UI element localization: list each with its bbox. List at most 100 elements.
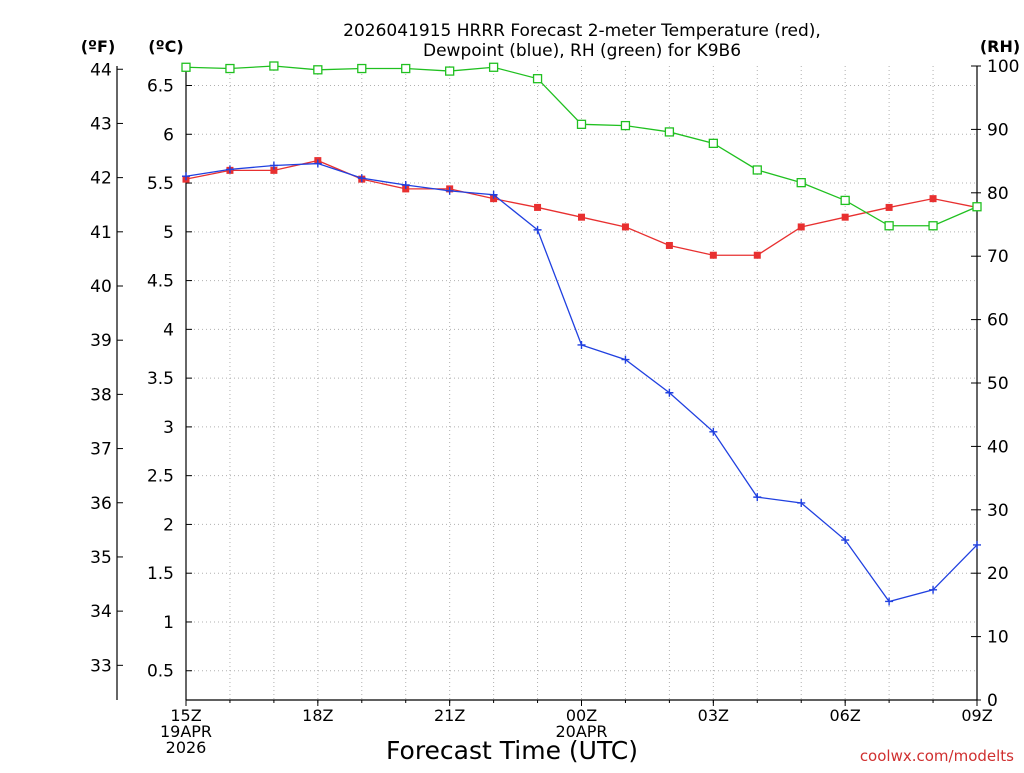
dewpoint-point <box>401 180 410 189</box>
temperature-point <box>753 251 761 259</box>
rh-tick-label: 40 <box>987 437 1009 457</box>
rh-tick-label: 100 <box>987 57 1019 77</box>
celsius-tick-label: 0.5 <box>147 662 174 682</box>
celsius-tick-label: 6 <box>163 125 174 145</box>
dewpoint-point <box>269 161 278 170</box>
rh-series <box>181 61 982 231</box>
fahrenheit-tick-label: 36 <box>90 494 112 514</box>
rh-tick-label: 50 <box>987 374 1009 394</box>
dewpoint-point <box>577 340 586 349</box>
celsius-tick-label: 1 <box>163 613 174 633</box>
temperature-point <box>929 195 937 203</box>
x-tick-label: 09Z <box>961 706 992 725</box>
temperature-point <box>621 223 629 231</box>
dewpoint-point <box>797 498 806 507</box>
rh-point <box>620 120 631 131</box>
rh-point <box>928 221 938 231</box>
celsius-tick-label: 4 <box>163 320 174 340</box>
fahrenheit-tick-label: 44 <box>90 60 112 80</box>
temperature-point <box>841 213 849 221</box>
dewpoint-point <box>621 355 630 364</box>
dewpoint-point <box>885 597 894 606</box>
fahrenheit-unit-label: (ºF) <box>81 37 116 56</box>
x-axis-title: Forecast Time (UTC) <box>386 736 638 765</box>
celsius-tick-label: 3 <box>163 418 174 438</box>
fahrenheit-tick-label: 37 <box>90 440 112 460</box>
x-tick-label: 06Z <box>830 706 861 725</box>
chart-title-line-1: 2026041915 HRRR Forecast 2-meter Tempera… <box>343 21 821 41</box>
rh-point <box>269 61 279 71</box>
temperature-point <box>270 166 278 174</box>
dewpoint-point <box>665 388 674 397</box>
temperature-point <box>665 241 673 249</box>
dewpoint-point <box>182 172 190 181</box>
rh-point <box>401 63 411 74</box>
rh-point <box>972 202 982 212</box>
celsius-tick-label: 2.5 <box>147 467 174 487</box>
temperature-point <box>534 203 542 211</box>
fahrenheit-tick-label: 40 <box>90 277 112 297</box>
rh-point <box>225 63 235 74</box>
dewpoint-point <box>973 540 981 549</box>
rh-tick-label: 80 <box>987 184 1009 204</box>
dewpoint-point <box>709 427 718 436</box>
dewpoint-point <box>533 225 542 234</box>
celsius-tick-label: 4.5 <box>147 272 174 292</box>
rh-line <box>185 65 978 227</box>
fahrenheit-tick-label: 33 <box>90 656 112 676</box>
rh-point <box>488 62 499 72</box>
dewpoint-point <box>929 585 938 594</box>
x-tick-date-label: 20APR <box>555 722 607 741</box>
rh-point <box>840 195 850 206</box>
dewpoint-point <box>445 186 454 195</box>
dewpoint-point <box>753 493 762 502</box>
x-tick-label: 21Z <box>434 706 465 725</box>
credit-link[interactable]: coolwx.com/modelts <box>860 747 1014 765</box>
celsius-tick-label: 6.5 <box>147 77 174 97</box>
dewpoint-point <box>489 190 498 199</box>
rh-point <box>532 74 543 84</box>
dewpoint-point <box>357 174 366 183</box>
rh-point <box>752 165 762 175</box>
dewpoint-point <box>841 536 850 545</box>
fahrenheit-tick-label: 34 <box>90 602 112 622</box>
fahrenheit-tick-label: 41 <box>90 223 112 243</box>
rh-tick-label: 70 <box>987 247 1009 267</box>
rh-tick-label: 0 <box>987 691 998 711</box>
fahrenheit-tick-label: 43 <box>90 114 112 134</box>
rh-unit-label: (RH) <box>980 37 1020 56</box>
temperature-series <box>182 157 981 259</box>
dewpoint-series <box>182 159 981 606</box>
fahrenheit-tick-label: 39 <box>90 331 112 351</box>
rh-point <box>445 66 455 76</box>
celsius-tick-label: 3.5 <box>147 369 174 389</box>
rh-point <box>181 62 191 72</box>
temperature-point <box>709 251 717 259</box>
rh-tick-label: 20 <box>987 564 1009 584</box>
x-tick-label: 03Z <box>698 706 729 725</box>
x-tick-label: 00Z <box>566 706 597 725</box>
celsius-unit-label: (ºC) <box>148 37 183 56</box>
rh-tick-label: 90 <box>987 120 1009 140</box>
rh-point <box>313 65 323 75</box>
rh-tick-label: 10 <box>987 628 1009 648</box>
rh-point <box>576 119 587 129</box>
temperature-point <box>578 213 585 221</box>
x-tick-label: 18Z <box>302 706 333 725</box>
rh-tick-label: 60 <box>987 311 1009 331</box>
rh-point <box>664 127 675 137</box>
gridlines <box>186 66 977 700</box>
rh-point <box>357 63 367 74</box>
rh-tick-label: 30 <box>987 501 1009 521</box>
chart-title-line-2: Dewpoint (blue), RH (green) for K9B6 <box>423 41 741 61</box>
fahrenheit-tick-label: 38 <box>90 385 112 405</box>
fahrenheit-tick-label: 35 <box>90 548 112 568</box>
celsius-tick-label: 5.5 <box>147 174 174 194</box>
celsius-tick-label: 1.5 <box>147 564 174 584</box>
celsius-tick-label: 2 <box>163 515 174 535</box>
fahrenheit-tick-label: 42 <box>90 169 112 189</box>
x-tick-date-label: 2026 <box>166 738 207 757</box>
dewpoint-point <box>225 165 234 174</box>
